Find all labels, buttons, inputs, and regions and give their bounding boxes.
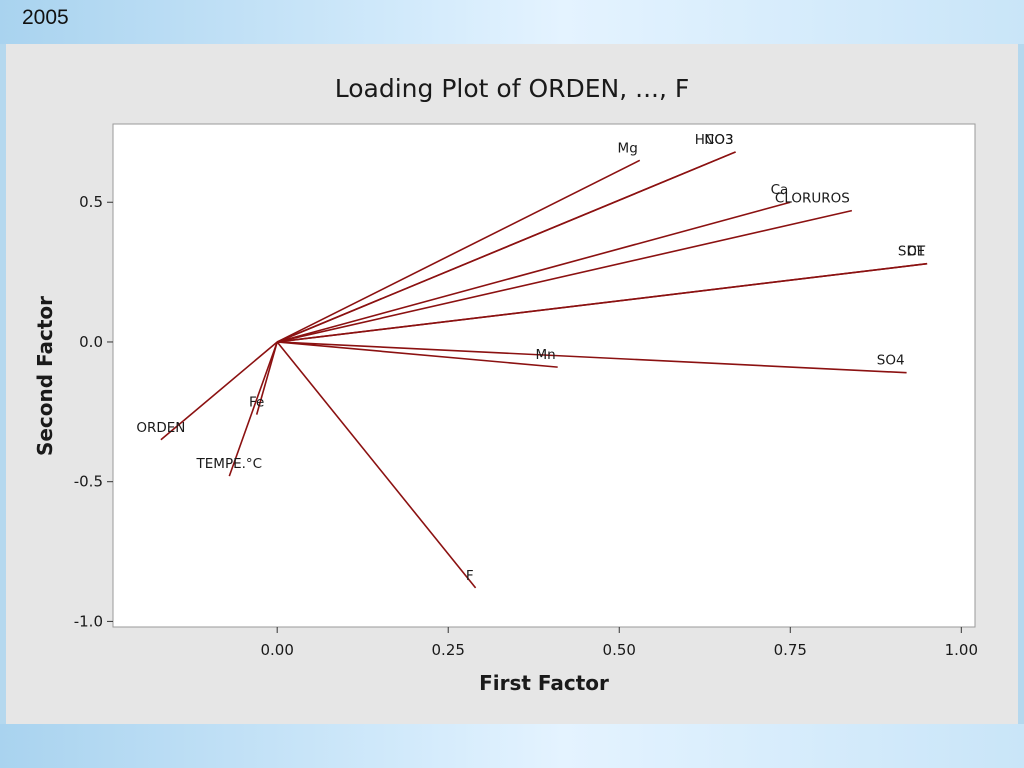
loading-label-orden: ORDEN bbox=[136, 420, 185, 436]
loading-vector-hco3 bbox=[276, 151, 736, 343]
y-axis: 0.5 0.0 -0.5 -1.0 bbox=[74, 193, 113, 630]
loading-label-ca: Ca bbox=[771, 182, 789, 198]
slide-year-label: 2005 bbox=[22, 6, 69, 29]
slide-bottom-band bbox=[0, 724, 1024, 768]
x-tick-label: 0.25 bbox=[432, 641, 465, 659]
chart-title: Loading Plot of ORDEN, ..., F bbox=[335, 74, 690, 103]
y-axis-title: Second Factor bbox=[33, 296, 57, 456]
slide-top-band bbox=[0, 0, 1024, 44]
loading-label-no3: NO3 bbox=[704, 132, 733, 148]
loading-label-mg: Mg bbox=[618, 140, 638, 156]
loading-vectors bbox=[160, 151, 928, 589]
loading-vector-mg bbox=[276, 159, 641, 343]
y-tick-label: 0.0 bbox=[79, 333, 103, 351]
loading-label-f: F bbox=[466, 568, 474, 584]
x-axis: 0.00 0.25 0.50 0.75 1.00 bbox=[260, 627, 978, 659]
loading-vector-tempe-c bbox=[228, 341, 278, 477]
loading-vector-cloruros bbox=[277, 209, 853, 343]
x-axis-title: First Factor bbox=[479, 671, 609, 695]
loading-vector-orden bbox=[160, 341, 278, 441]
loading-vector-f bbox=[276, 341, 477, 589]
x-tick-label: 0.75 bbox=[774, 641, 807, 659]
y-tick-label: -0.5 bbox=[74, 473, 103, 491]
y-tick-label: 0.5 bbox=[79, 193, 103, 211]
loading-vector-so4 bbox=[277, 341, 907, 374]
loading-label-so4: SO4 bbox=[877, 353, 905, 369]
loading-label-mn: Mn bbox=[535, 347, 555, 363]
loading-label-cloruros: CLORUROS bbox=[775, 191, 850, 207]
loading-label-hco3: HCO3 bbox=[695, 132, 734, 148]
loading-label-tempe-c: TEMPE.°C bbox=[196, 456, 263, 472]
x-tick-label: 0.00 bbox=[260, 641, 293, 659]
loading-vector-ca bbox=[276, 201, 791, 343]
loading-label-ce: CE bbox=[907, 244, 925, 260]
loading-vector-mn bbox=[277, 341, 558, 368]
loading-label-sdt: SDT bbox=[898, 244, 926, 260]
loading-vector-sdt bbox=[277, 262, 928, 343]
y-tick-label: -1.0 bbox=[74, 612, 103, 630]
x-tick-label: 0.50 bbox=[603, 641, 636, 659]
loading-label-fe: Fe bbox=[249, 395, 264, 411]
loading-vector-fe bbox=[255, 341, 278, 415]
x-tick-label: 1.00 bbox=[945, 641, 978, 659]
